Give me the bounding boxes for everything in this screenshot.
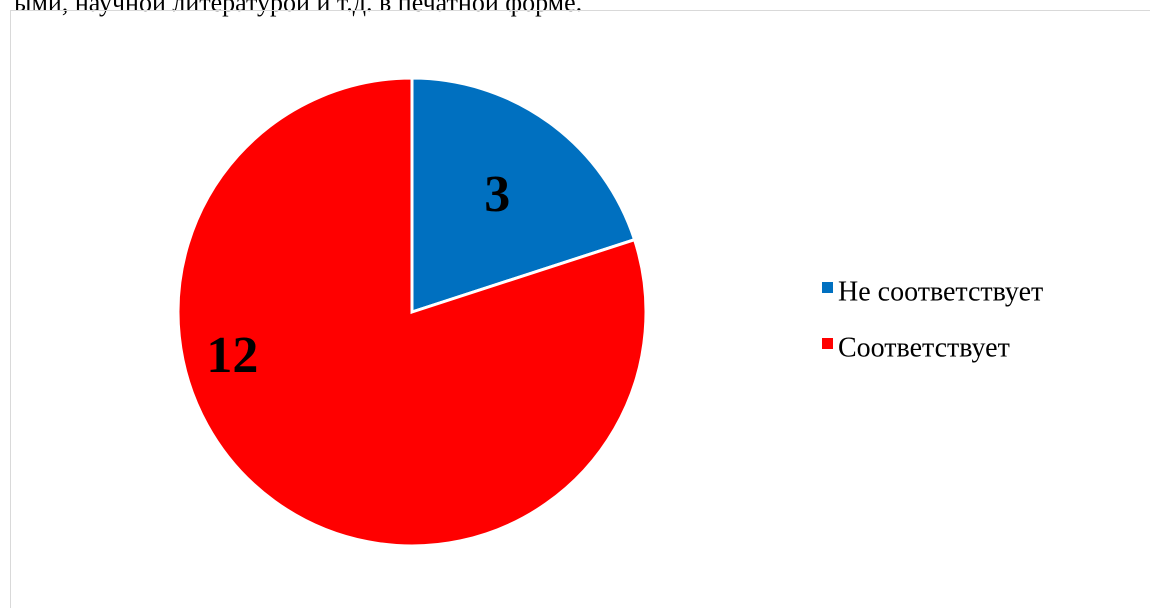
legend-label-1: Не соответствует	[838, 277, 1043, 308]
pie-data-label-1: 3	[484, 166, 510, 223]
document-text-line: ыми, научной литературой и т.д. в печатн…	[14, 0, 583, 17]
pie-slice-2	[176, 76, 648, 548]
chart-legend: Не соответствует Соответствует	[822, 277, 1043, 364]
pie-data-label-2: 12	[206, 327, 258, 384]
legend-swatch-2	[822, 338, 833, 349]
pie-data-labels: 3 12	[206, 166, 510, 384]
legend-label-2: Соответствует	[838, 333, 1010, 364]
pie-slice-1	[410, 76, 637, 315]
pie-slices	[176, 76, 648, 548]
chart-frame	[10, 10, 1150, 608]
legend-swatch-1	[822, 282, 833, 293]
